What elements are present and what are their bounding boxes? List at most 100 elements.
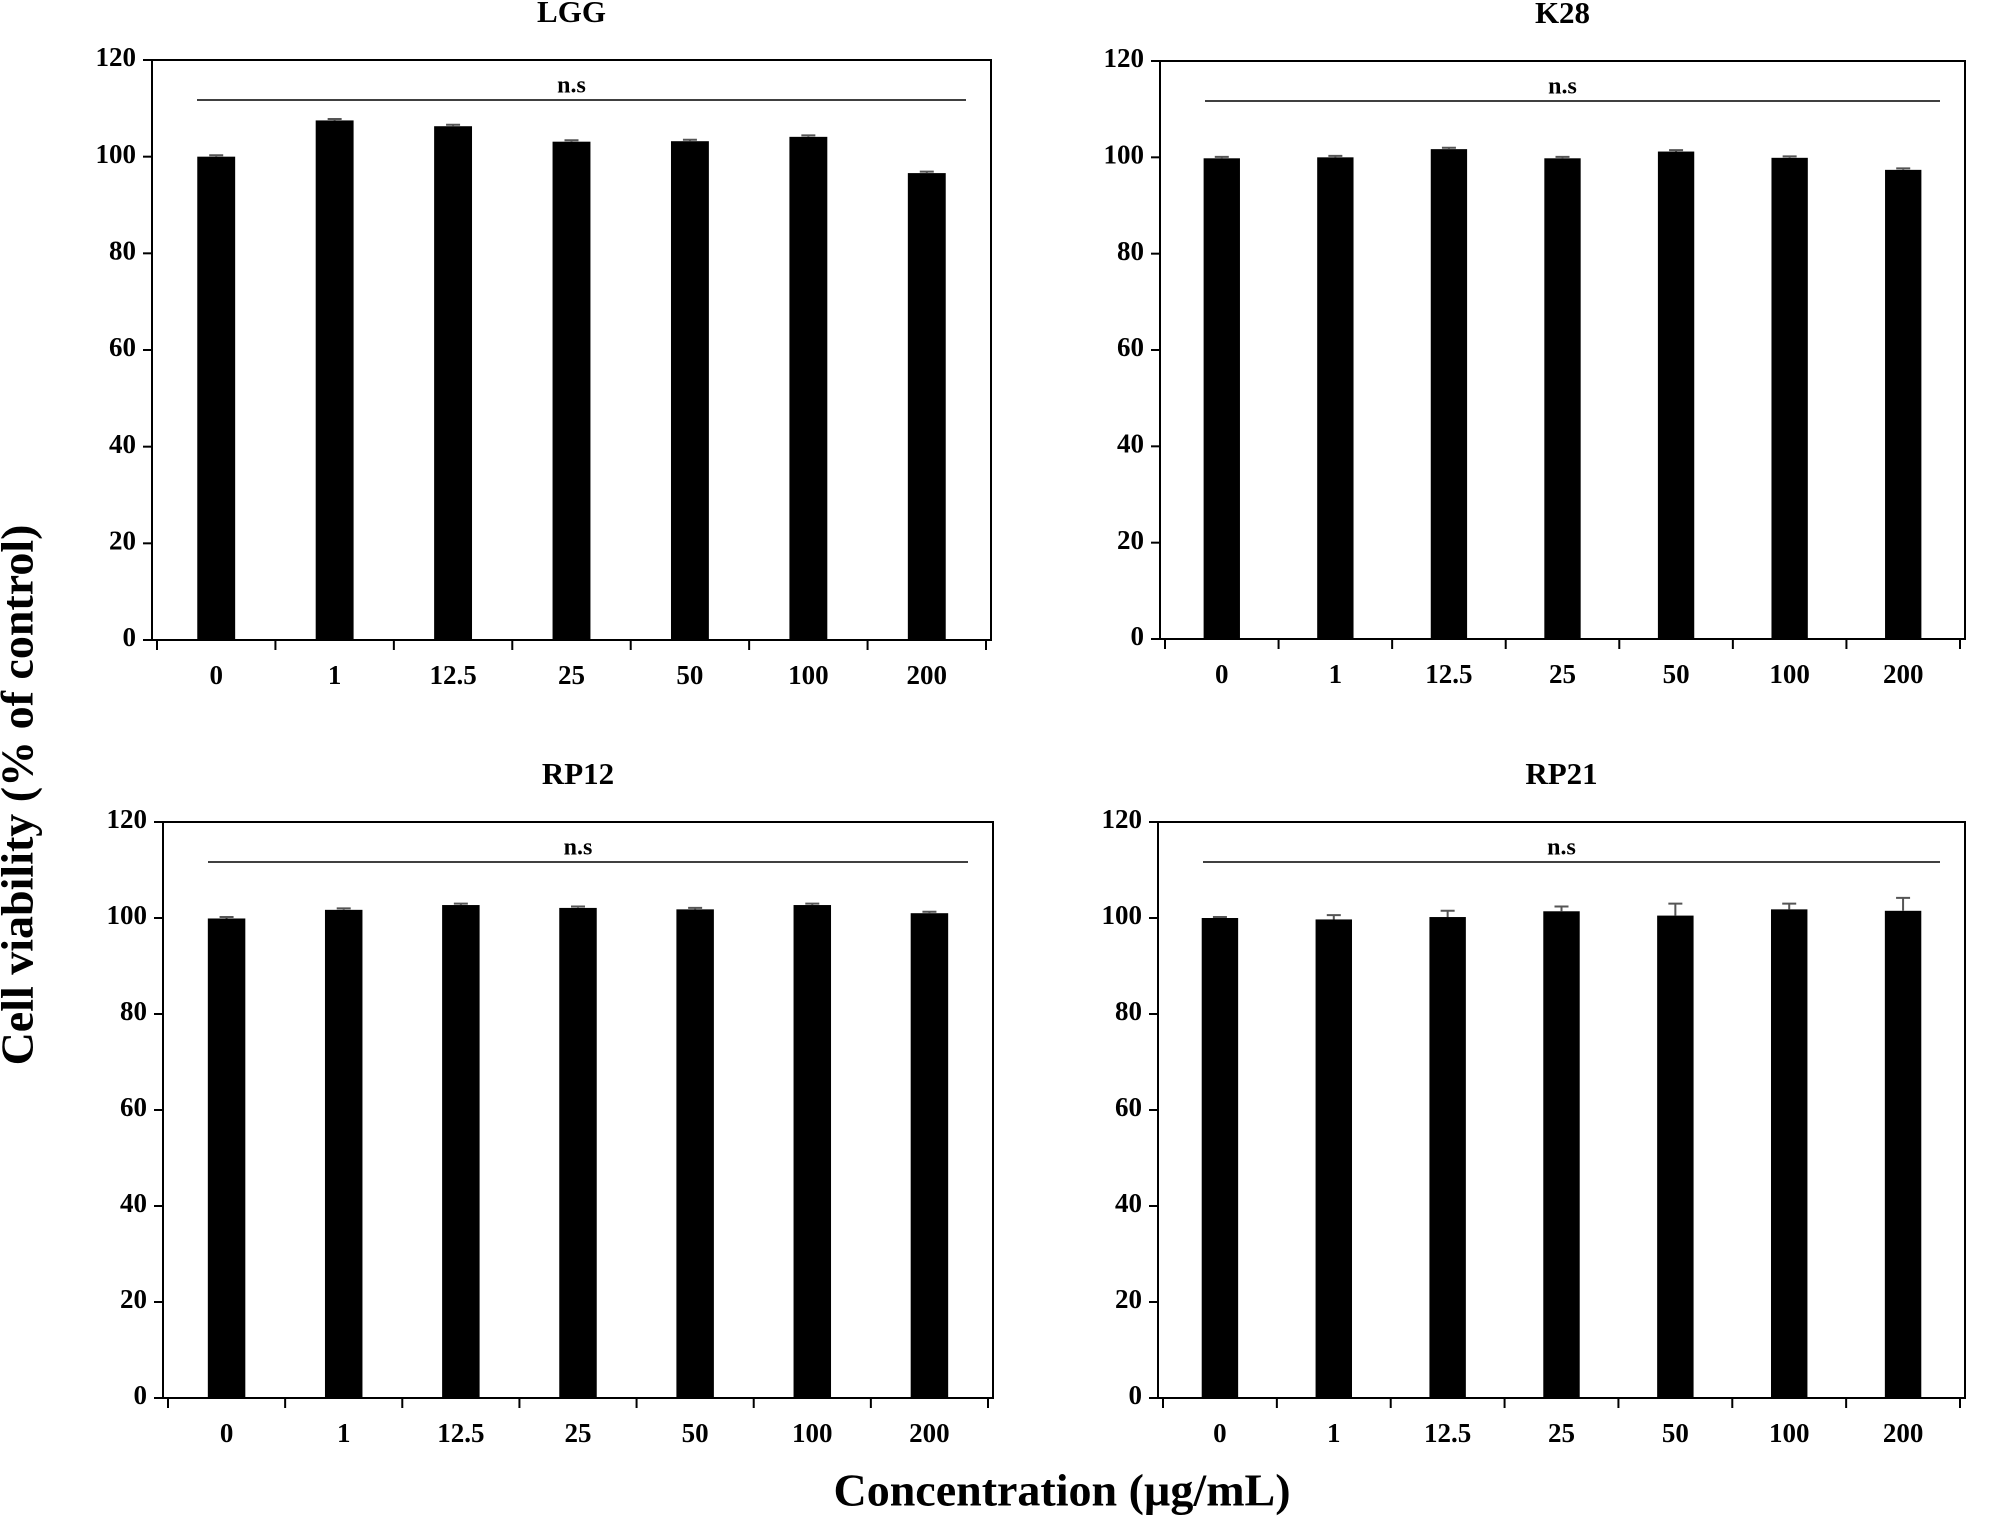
annotation: n.s: [557, 73, 586, 99]
x-tick-label: 50: [676, 660, 703, 690]
error-bar: [327, 117, 342, 121]
bar: [1544, 158, 1581, 639]
bar: [1203, 158, 1240, 639]
bar: [434, 126, 473, 640]
y-tick-label: 20: [1117, 525, 1144, 555]
y-tick-label: 40: [120, 1188, 147, 1218]
y-tick-label: 100: [1104, 140, 1145, 170]
bar: [789, 136, 828, 640]
x-tick-label: 12.5: [1424, 1418, 1471, 1448]
bar: [207, 918, 246, 1398]
x-tick-label: 1: [1327, 1418, 1341, 1448]
annotation: n.s: [564, 835, 593, 861]
y-tick-label: 60: [1117, 332, 1144, 362]
bar: [1885, 169, 1922, 639]
error-bar: [922, 910, 937, 914]
x-tick-label: 25: [565, 1418, 592, 1448]
y-tick-label: 40: [1117, 429, 1144, 459]
bar: [1429, 917, 1466, 1398]
y-tick-label: 60: [109, 332, 136, 362]
x-tick-label: 200: [909, 1418, 950, 1448]
bar: [907, 173, 946, 640]
error-bar: [919, 170, 934, 174]
x-tick-label: 50: [682, 1418, 709, 1448]
y-tick-label: 120: [96, 42, 137, 72]
x-tick-label: 50: [1663, 659, 1690, 689]
bar: [910, 913, 949, 1398]
error-bar: [446, 123, 461, 127]
error-bar: [1896, 167, 1911, 170]
error-bar: [453, 902, 468, 906]
bar: [1317, 157, 1354, 640]
error-bar: [1440, 909, 1455, 918]
x-tick-label: 200: [1883, 1418, 1924, 1448]
x-tick-label: 100: [788, 660, 829, 690]
x-tick-label: 12.5: [1425, 659, 1472, 689]
x-tick-label: 0: [1215, 659, 1229, 689]
y-tick-label: 80: [1117, 236, 1144, 266]
y-tick-label: 100: [1102, 900, 1143, 930]
annotation: n.s: [1547, 835, 1576, 861]
x-tick-label: 200: [907, 660, 948, 690]
x-tick-label: 25: [558, 660, 585, 690]
y-tick-label: 0: [123, 622, 137, 652]
x-tick-label: 50: [1662, 1418, 1689, 1448]
bar: [1430, 149, 1468, 639]
x-tick-label: 25: [1548, 1418, 1575, 1448]
chart-title: K28: [1535, 0, 1590, 30]
y-tick-label: 100: [96, 139, 137, 169]
error-bar: [1669, 149, 1684, 152]
chart-title: RP21: [1525, 756, 1597, 791]
error-bar: [1441, 146, 1456, 150]
annotation: n.s: [1548, 74, 1577, 100]
x-tick-label: 1: [1329, 659, 1343, 689]
error-bar: [1554, 905, 1569, 912]
error-bar: [1328, 154, 1343, 158]
bar: [793, 905, 832, 1398]
y-tick-label: 20: [1115, 1284, 1142, 1314]
y-tick-label: 20: [109, 526, 136, 556]
error-bar: [1668, 902, 1683, 916]
error-bar: [564, 139, 579, 142]
bar: [559, 907, 597, 1398]
error-bar: [1782, 902, 1797, 910]
x-tick-label: 25: [1549, 659, 1576, 689]
y-tick-label: 40: [1115, 1188, 1142, 1218]
bar: [324, 909, 363, 1398]
x-tick-label: 100: [792, 1418, 833, 1448]
bar: [1543, 911, 1580, 1398]
x-tick-label: 12.5: [429, 660, 476, 690]
bar: [1771, 157, 1808, 639]
bar: [670, 141, 709, 640]
y-tick-label: 120: [1102, 804, 1143, 834]
x-tick-label: 100: [1769, 1418, 1810, 1448]
error-bar: [1326, 914, 1341, 920]
error-bar: [571, 905, 585, 908]
y-tick-label: 0: [1129, 1380, 1143, 1410]
x-tick-label: 1: [337, 1418, 351, 1448]
bar: [1315, 919, 1353, 1398]
y-tick-label: 40: [109, 429, 136, 459]
bar: [552, 141, 591, 640]
y-tick-label: 60: [120, 1092, 147, 1122]
x-tick-label: 12.5: [437, 1418, 484, 1448]
bar: [1770, 909, 1808, 1398]
y-tick-label: 120: [107, 804, 148, 834]
x-tick-label: 0: [220, 1418, 234, 1448]
bar: [315, 120, 354, 640]
y-tick-label: 60: [1115, 1092, 1142, 1122]
x-tick-label: 0: [209, 660, 223, 690]
y-tick-label: 80: [1115, 996, 1142, 1026]
x-tick-label: 1: [328, 660, 342, 690]
y-tick-label: 80: [109, 236, 136, 266]
x-tick-label: 0: [1213, 1418, 1227, 1448]
error-bar: [336, 907, 351, 910]
bar: [1657, 151, 1695, 639]
error-bar: [1782, 155, 1797, 158]
x-tick-label: 100: [1769, 659, 1810, 689]
error-bar: [801, 134, 816, 137]
x-axis-label: Concentration (µg/mL): [833, 1465, 1290, 1516]
bar: [1201, 918, 1239, 1398]
chart-title: LGG: [537, 0, 606, 29]
